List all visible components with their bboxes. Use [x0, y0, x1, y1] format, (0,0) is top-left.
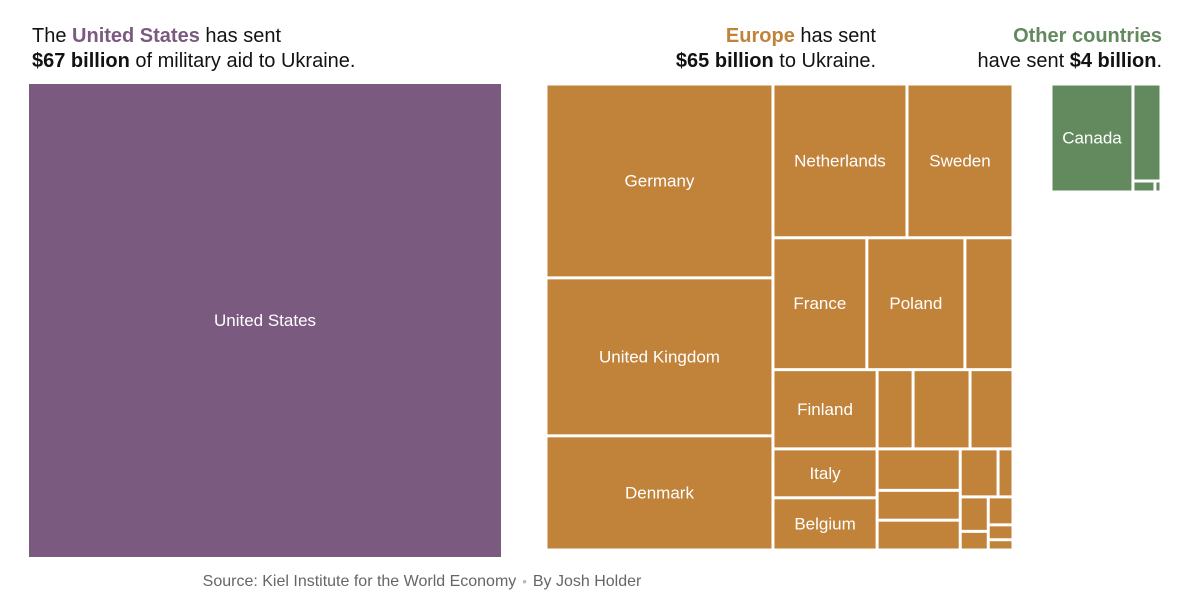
treemap-label-poland: Poland [889, 294, 942, 313]
headline-us-pre: The [32, 25, 73, 47]
treemap-cell-other-countries-unlabeled-1 [1134, 85, 1160, 180]
headline-us-post: has sent [199, 25, 282, 47]
headline-other-countries: Other countries have sent $4 billion. [930, 24, 1162, 74]
headline-other-pre: have sent [977, 50, 1070, 72]
headline-europe-post: has sent [794, 25, 876, 47]
headline-us-amount: $67 billion [32, 50, 130, 72]
headline-us-name: United States [72, 25, 200, 47]
treemap-cell-other-countries-unlabeled-3 [1156, 182, 1160, 191]
treemap-group-other-countries: Canada [1052, 85, 1160, 191]
headline-europe-amount: $65 billion [675, 50, 774, 72]
treemap-cell-europe-unlabeled-7 [966, 239, 1012, 369]
headline-other-name: Other countries [1013, 25, 1162, 47]
treemap-label-united-states: United States [214, 311, 316, 330]
treemap-cell-poland [868, 239, 964, 369]
treemap-cell-europe-unlabeled-16 [878, 521, 959, 549]
headline-other-amount: $4 billion [1069, 50, 1157, 72]
headline-europe-tail: to Ukraine. [773, 50, 876, 72]
headline-us-tail: of military aid to Ukraine. [129, 50, 356, 72]
treemap-label-denmark: Denmark [625, 483, 694, 502]
treemap-cell-europe-unlabeled-21 [961, 532, 987, 549]
treemap-label-sweden: Sweden [929, 151, 990, 170]
treemap-cell-europe-unlabeled-23 [989, 541, 1012, 549]
treemap-cell-europe-unlabeled-15 [878, 491, 959, 519]
treemap-cell-netherlands [774, 85, 906, 237]
treemap-label-france: France [793, 294, 846, 313]
treemap-label-finland: Finland [797, 400, 853, 419]
treemap-label-united-kingdom: United Kingdom [599, 347, 720, 366]
source-line: Source: Kiel Institute for the World Eco… [0, 573, 844, 591]
treemap-cell-other-countries-unlabeled-2 [1134, 182, 1154, 191]
treemap-cell-belgium [774, 499, 876, 549]
separator-dot: • [522, 574, 527, 589]
headline-europe: Europe has sent $65 billion to Ukraine. [600, 24, 876, 74]
treemap-cell-europe-unlabeled-22 [989, 526, 1012, 539]
treemap-cell-europe-unlabeled-10 [914, 371, 969, 448]
treemap-group-united-states: United States [29, 84, 501, 557]
treemap-cell-europe-unlabeled-14 [878, 450, 959, 489]
treemap-cell-italy [774, 450, 876, 497]
treemap-cell-germany [547, 85, 772, 277]
treemap-cell-europe-unlabeled-11 [971, 371, 1012, 448]
treemap-cell-europe-unlabeled-9 [878, 371, 912, 448]
headline-united-states: The United States has sent $67 billion o… [32, 24, 355, 74]
treemap-cell-united-kingdom [547, 279, 772, 435]
treemap-cell-finland [774, 371, 876, 448]
treemap-cell-europe-unlabeled-18 [999, 450, 1012, 496]
treemap-cell-sweden [908, 85, 1012, 237]
treemap-cell-europe-unlabeled-19 [961, 498, 987, 530]
source-text: Source: Kiel Institute for the World Eco… [202, 573, 517, 590]
treemap-cell-france [774, 239, 866, 369]
treemap-label-italy: Italy [809, 464, 841, 483]
treemap-label-netherlands: Netherlands [794, 151, 886, 170]
treemap-label-canada: Canada [1062, 129, 1122, 148]
treemap-group-europe: Germany United Kingdom Denmark Netherlands S… [547, 85, 1012, 549]
headline-europe-name: Europe [725, 25, 795, 47]
byline: By Josh Holder [532, 573, 642, 590]
treemap-cell-denmark [547, 437, 772, 549]
treemap-cell-canada [1052, 85, 1132, 191]
treemap-cell-europe-unlabeled-17 [961, 450, 997, 496]
treemap-cell-united-states [29, 84, 501, 557]
headline-other-tail: . [1156, 50, 1162, 72]
treemap-label-germany: Germany [625, 171, 695, 190]
treemap-cell-europe-unlabeled-20 [989, 498, 1012, 524]
treemap-label-belgium: Belgium [794, 514, 855, 533]
